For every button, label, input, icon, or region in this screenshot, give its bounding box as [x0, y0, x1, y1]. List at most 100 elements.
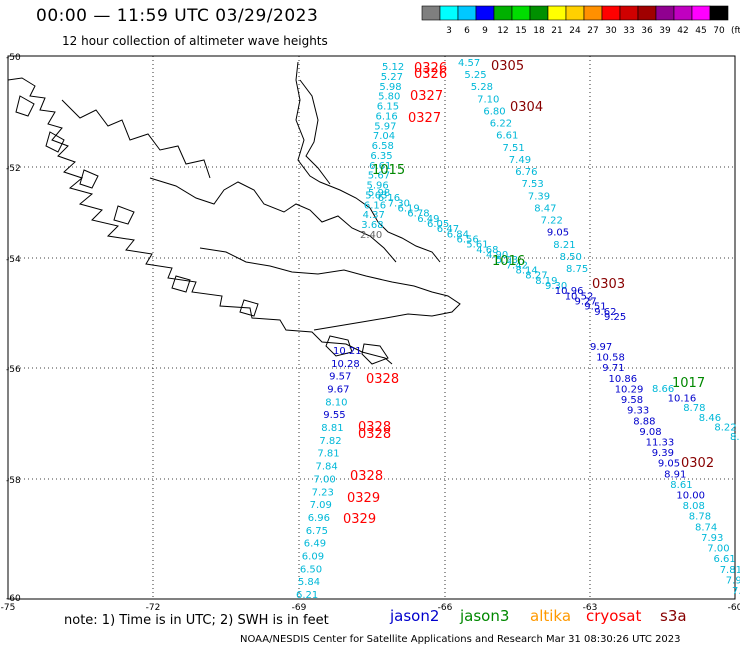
wave-height-value: 10.28: [331, 359, 360, 370]
legend-label: 70: [713, 26, 725, 36]
legend-label: 27: [587, 26, 598, 36]
pass-time-label: 0326: [414, 67, 447, 82]
wave-height-value: 7.42: [506, 260, 528, 271]
longitude-label: -75: [1, 603, 16, 612]
latitude-label: -60: [6, 594, 21, 604]
wave-height-value: 6.05: [427, 219, 449, 230]
pass-time-label: 1015: [372, 163, 405, 178]
wave-height-value: 6.58: [372, 141, 394, 152]
wave-height-value: 7.04: [373, 131, 395, 142]
wave-height-value: 6.16: [378, 193, 400, 204]
wave-height-value: 5.80: [378, 92, 400, 103]
wave-height-value: 8.74: [695, 522, 717, 533]
wave-height-value: 8.78: [683, 403, 705, 414]
wave-height-value: 6.75: [306, 526, 328, 537]
wave-height-value: 7.00: [314, 474, 336, 485]
atlantic-coast: [299, 79, 331, 185]
wave-height-value: 9.71: [602, 363, 624, 374]
legend-cryosat: cryosat: [586, 607, 642, 625]
wave-height-value: 8.22: [714, 422, 736, 433]
wave-height-value: 9.33: [627, 406, 649, 417]
wave-height-value: 9.25: [604, 312, 626, 323]
wave-height-value: 5.98: [379, 82, 401, 93]
wave-height-value: 6.84: [447, 229, 469, 240]
wave-height-value: 8.66: [652, 384, 674, 395]
wave-height-value: 8.88: [633, 416, 655, 427]
wave-height-value: 9.27: [575, 297, 597, 308]
wave-height-value: 9.58: [621, 395, 643, 406]
wave-height-value: 10.96: [555, 286, 584, 297]
wave-height-value: 6.76: [515, 167, 537, 178]
latitude-label: -56: [6, 365, 21, 375]
wave-height-value: 7.93: [726, 575, 740, 586]
wave-height-value: 7.10: [477, 94, 499, 105]
wave-height-value: 8.47: [534, 203, 556, 214]
pass-time-label: 0327: [410, 89, 443, 104]
wave-height-value: 8.46: [699, 413, 721, 424]
wave-height-value: 8.61: [670, 480, 692, 491]
wave-height-value: 7.53: [522, 179, 544, 190]
pass-time-label: 0328: [358, 427, 391, 442]
wave-height-value: 6.49: [417, 214, 439, 225]
wave-height-value: 7.51: [503, 143, 525, 154]
wave-height-value: 6.21: [296, 590, 318, 601]
wave-height-value: 6.78: [407, 209, 429, 220]
legend-label: 45: [695, 26, 706, 36]
wave-height-value: 6.96: [308, 513, 330, 524]
wave-height-value: 7.39: [528, 191, 550, 202]
wave-height-value: 9.30: [545, 281, 567, 292]
wave-height-value: 7.81: [317, 449, 339, 460]
wave-height-value: 3.68: [361, 220, 383, 231]
magellan-strait: [149, 177, 397, 263]
wave-height-value: 5.12: [382, 62, 404, 73]
wave-height-value: 8.08: [683, 501, 705, 512]
wave-height-value: 6.22: [490, 119, 512, 130]
legend-jason2: jason2: [390, 607, 440, 625]
islands-west-2: [45, 131, 65, 153]
wave-height-value: 8.50: [560, 252, 582, 263]
legend-swatch: [709, 5, 729, 21]
wave-height-value: 5.25: [464, 70, 486, 81]
wave-height-value: 8.75: [566, 264, 588, 275]
wave-height-value: 5.98: [368, 188, 390, 199]
wave-height-value: 5.61: [466, 240, 488, 251]
legend-label: 9: [482, 26, 488, 36]
wave-height-value: 7.82: [319, 436, 341, 447]
wave-height-value: 9.39: [652, 448, 674, 459]
wave-height-value: 9.51: [584, 302, 606, 313]
pass-time-label: 0326: [414, 61, 447, 76]
wave-height-value: 5.28: [471, 82, 493, 93]
wave-height-value: 5.97: [374, 121, 396, 132]
latitude-label: -58: [6, 476, 21, 486]
wave-height-value: 9.05: [658, 459, 680, 470]
islands-west-4: [113, 205, 135, 225]
longitude-label: -63: [583, 603, 598, 612]
wave-height-value: 5.84: [298, 577, 320, 588]
legend-label: 33: [623, 26, 634, 36]
legend-label: 12: [497, 26, 508, 36]
wave-height-value: 8.21: [553, 240, 575, 251]
wave-height-value: 4.57: [458, 58, 480, 69]
wave-height-value: 8.10: [325, 397, 347, 408]
legend-label: 15: [515, 26, 526, 36]
wave-height-value: 7.84: [316, 462, 338, 473]
latitude-label: -50: [6, 53, 21, 63]
latitude-label: -54: [6, 255, 21, 265]
wave-height-value: 6.16: [376, 111, 398, 122]
wave-height-value: 5.27: [381, 72, 403, 83]
wave-height-value: 7.09: [310, 500, 332, 511]
wave-height-value: 8.78: [689, 512, 711, 523]
pass-time-label: 0302: [681, 456, 714, 471]
wave-height-value: 5.93: [496, 255, 518, 266]
wave-height-value: 6.35: [370, 151, 392, 162]
wave-height-value: 9.55: [323, 410, 345, 421]
legend-label: 18: [533, 26, 545, 36]
wave-height-value: 4.68: [476, 245, 498, 256]
pass-time-label: 0303: [592, 277, 625, 292]
pass-time-label: 0329: [347, 491, 380, 506]
legend-label: 24: [569, 26, 581, 36]
legend-label: 30: [605, 26, 617, 36]
wave-height-value: 6.49: [304, 539, 326, 550]
longitude-label: -66: [438, 603, 453, 612]
pass-time-label: 1017: [672, 376, 705, 391]
